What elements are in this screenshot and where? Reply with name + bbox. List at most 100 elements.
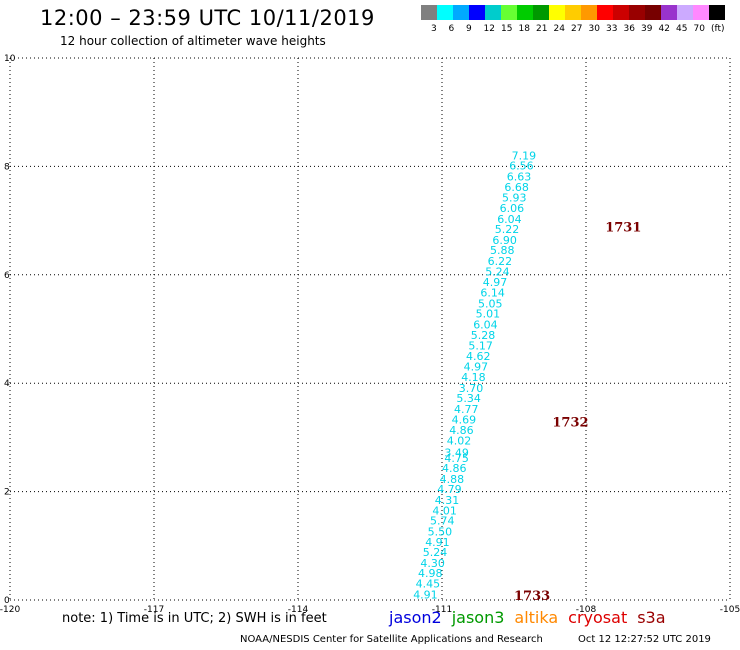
wave-height-label: 6.63 [507,170,532,183]
units-note: note: 1) Time is in UTC; 2) SWH is in fe… [62,611,327,626]
wave-height-label: 4.75 [444,452,469,465]
wave-height-label: 4.97 [483,276,508,289]
x-tick-label: -114 [288,605,309,615]
wave-height-label: 5.34 [456,392,481,405]
satellite-track: 4.914.454.984.305.244.915.505.744.014.31… [413,149,536,601]
axis-tick-labels: -120 -117 -114 -111 -108 -105 0 2 4 6 8 10 [0,54,740,615]
wave-height-label: 6.22 [488,255,512,268]
pass-time-label: 1733 [514,589,550,604]
wave-height-label: 4.77 [454,403,479,416]
wave-height-label: 5.17 [468,340,493,353]
wave-height-label: 6.06 [500,202,524,215]
color-swatch [501,5,517,20]
color-scale-legend: 3 6 9 12 15 18 21 24 27 30 33 36 39 42 45 70 (ft) [421,5,727,39]
color-swatch [421,5,437,20]
color-scale-label: 18 [518,24,530,34]
map-title: 12:00 – 23:59 UTC 10/11/2019 [40,6,375,30]
y-tick-label: 2 [4,488,10,498]
wave-height-label: 4.31 [435,494,460,507]
wave-height-label: 4.97 [464,361,489,374]
x-tick-label: -111 [432,605,452,615]
color-swatch [469,5,485,20]
wave-height-label: 4.91 [425,536,450,549]
color-scale-label: 33 [606,24,618,34]
wave-height-label: 4.79 [437,483,462,496]
y-tick-label: 4 [4,379,10,389]
wave-height-label: 5.28 [471,329,496,342]
wave-height-label: 4.45 [416,578,441,591]
color-swatch [709,5,725,20]
map-subtitle: 12 hour collection of altimeter wave hei… [60,34,326,48]
wave-height-label: 4.18 [461,371,486,384]
color-swatch [565,5,581,20]
color-swatch [613,5,629,20]
color-swatch [661,5,677,20]
wave-height-label: 4.88 [440,473,465,486]
wave-height-label: 6.14 [480,286,505,299]
color-swatch [645,5,661,20]
wave-height-label: 5.22 [495,223,520,236]
color-swatch [437,5,453,20]
legend-jason3: jason3 [451,608,505,627]
color-swatch [629,5,645,20]
color-scale-label: 15 [501,24,513,34]
color-scale-label: 39 [641,24,653,34]
x-tick-label: -105 [720,605,740,615]
wave-height-label: 5.05 [478,297,503,310]
satellite-legend: jason2 jason3 altika cryosat s3a [389,608,676,627]
color-swatch [453,5,469,20]
x-tick-label: -108 [576,605,597,615]
wave-height-label: 4.01 [432,504,457,517]
legend-s3a: s3a [637,608,666,627]
wave-height-label: 4.86 [442,462,467,475]
legend-jason2: jason2 [389,608,442,627]
wave-height-label: 4.69 [452,413,477,426]
y-tick-label: 8 [4,162,10,172]
x-tick-label: -120 [0,605,20,615]
wave-height-label: 6.56 [509,160,534,173]
wave-height-label: 6.90 [492,234,517,247]
wave-height-label: 3.49 [444,446,469,459]
color-scale-label: 70 [693,24,705,34]
color-swatch [533,5,549,20]
color-swatch [549,5,565,20]
legend-cryosat: cryosat [568,608,628,627]
color-scale-label: 6 [448,24,455,34]
wave-height-label: 4.86 [449,424,474,437]
wave-height-label: 5.88 [490,244,515,257]
color-scale-label: 3 [431,24,437,34]
color-scale-label: 45 [676,24,688,34]
color-scale-label: 36 [623,24,635,34]
y-tick-label: 0 [4,596,10,606]
wave-height-label: 5.50 [428,526,453,539]
generation-timestamp: Oct 12 12:27:52 UTC 2019 [578,634,711,645]
pass-time-labels: 1733 1732 1731 [514,220,641,604]
wave-height-label: 5.93 [502,192,527,205]
color-swatch [677,5,693,20]
wave-height-label: 5.74 [430,515,455,528]
wave-height-label: 5.24 [423,546,448,559]
wave-height-label: 4.02 [447,434,472,447]
pass-time-label: 1732 [552,416,588,431]
color-swatch [597,5,613,20]
wave-height-label: 4.91 [413,588,438,601]
wave-height-label: 3.70 [459,382,484,395]
color-scale-label: (ft) [711,24,725,34]
wave-height-label: 7.19 [512,149,536,162]
color-scale-label: 12 [483,24,495,34]
color-swatch [517,5,533,20]
color-swatch [581,5,597,20]
wave-height-label: 5.24 [485,265,510,278]
wave-height-label: 4.98 [418,567,443,580]
x-tick-label: -117 [144,605,164,615]
color-scale-label: 21 [536,24,548,34]
color-scale-label: 9 [466,24,472,34]
color-scale-label: 24 [553,24,565,34]
map-grid [9,57,731,601]
y-tick-label: 6 [4,271,10,281]
color-scale-label: 42 [658,24,670,34]
y-tick-label: 10 [4,54,16,64]
wave-height-label: 6.04 [497,213,522,226]
color-swatch [693,5,709,20]
